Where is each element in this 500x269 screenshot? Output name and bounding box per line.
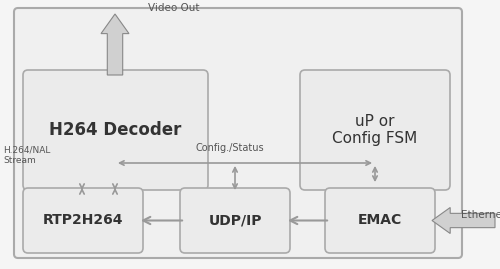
Text: H.264/NAL
Stream: H.264/NAL Stream bbox=[3, 145, 50, 165]
Text: UDP/IP: UDP/IP bbox=[208, 214, 262, 228]
Text: H264 Decoder: H264 Decoder bbox=[50, 121, 182, 139]
Text: Video Out: Video Out bbox=[148, 3, 200, 13]
FancyBboxPatch shape bbox=[325, 188, 435, 253]
Text: Ethernet: Ethernet bbox=[461, 210, 500, 220]
Text: uP or
Config FSM: uP or Config FSM bbox=[332, 114, 418, 146]
FancyBboxPatch shape bbox=[14, 8, 462, 258]
Text: RTP2H264: RTP2H264 bbox=[43, 214, 123, 228]
FancyBboxPatch shape bbox=[300, 70, 450, 190]
FancyBboxPatch shape bbox=[180, 188, 290, 253]
Text: EMAC: EMAC bbox=[358, 214, 402, 228]
FancyBboxPatch shape bbox=[23, 188, 143, 253]
Polygon shape bbox=[432, 207, 495, 233]
Polygon shape bbox=[101, 14, 129, 75]
FancyBboxPatch shape bbox=[23, 70, 208, 190]
Text: Config./Status: Config./Status bbox=[195, 143, 264, 153]
